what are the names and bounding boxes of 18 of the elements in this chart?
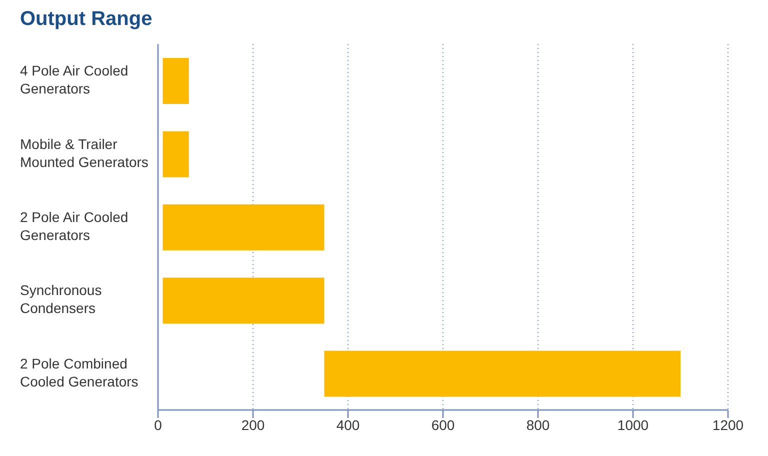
y-tick-label: 2 Pole Combined Cooled Generators bbox=[20, 355, 138, 390]
x-tick-label: 1000 bbox=[617, 416, 649, 433]
y-tick-label: Mobile & Trailer Mounted Generators bbox=[20, 136, 148, 170]
y-tick-label: 2 Pole Air Cooled Generators bbox=[20, 208, 128, 243]
bar bbox=[324, 350, 680, 397]
y-tick-label: 4 Pole Air Cooled Generators bbox=[20, 62, 128, 96]
x-tick-label: 400 bbox=[336, 416, 360, 433]
bar bbox=[162, 58, 189, 104]
bar bbox=[162, 204, 324, 250]
x-tick-label: 0 bbox=[154, 416, 162, 433]
x-tick-label: 1200 bbox=[712, 416, 744, 433]
chart-title: Output Range bbox=[19, 8, 154, 32]
bar bbox=[162, 131, 189, 178]
bar bbox=[162, 278, 324, 324]
x-tick-label: 200 bbox=[241, 416, 265, 433]
x-tick-label: 800 bbox=[526, 416, 550, 433]
x-tick-label: 600 bbox=[431, 416, 455, 433]
y-tick-label: Synchronous Condensers bbox=[20, 282, 102, 316]
